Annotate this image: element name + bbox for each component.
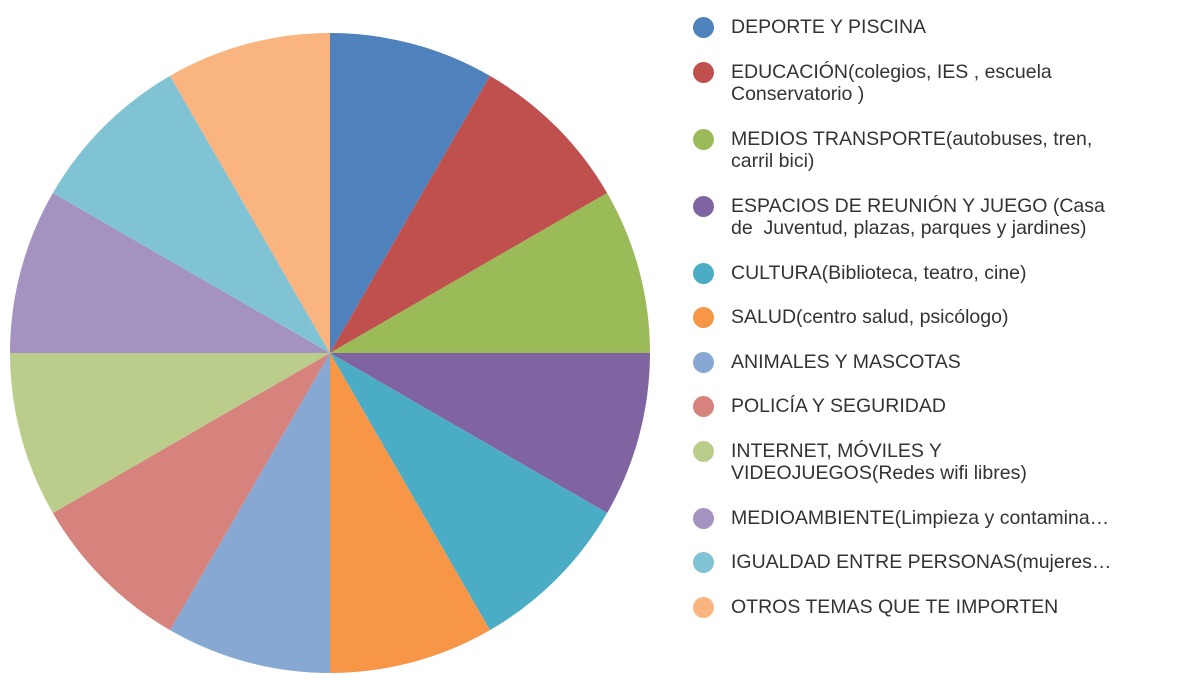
legend-item: DEPORTE Y PISCINA — [693, 16, 1111, 39]
legend-swatch — [693, 507, 714, 529]
legend-swatch — [693, 307, 714, 328]
legend-item: CULTURA(Biblioteca, teatro, cine) — [693, 262, 1111, 285]
legend-swatch — [693, 17, 714, 38]
pie-slice — [10, 193, 330, 353]
pie-slice — [330, 33, 490, 353]
pie-slice — [52, 75, 330, 353]
legend-swatch — [693, 396, 714, 417]
pie-slice — [170, 32, 330, 353]
legend-label: EDUCACIÓN(colegios, IES , escuela Conser… — [731, 60, 1052, 106]
legend-item: OTROS TEMAS QUE TE IMPORTEN — [693, 596, 1111, 619]
pie-slice — [52, 353, 330, 631]
legend-item: IGUALDAD ENTRE PERSONAS(mujeres… — [693, 551, 1111, 574]
pie-slice — [10, 353, 330, 513]
legend-label: CULTURA(Biblioteca, teatro, cine) — [731, 261, 1027, 284]
pie-slice — [330, 353, 608, 631]
legend-label: MEDIOAMBIENTE(Limpieza y contamina… — [731, 506, 1110, 529]
legend-swatch — [693, 440, 714, 462]
pie-slice — [330, 75, 608, 353]
legend-item: SALUD(centro salud, psicólogo) — [693, 306, 1111, 329]
legend-item: INTERNET, MÓVILES Y VIDEOJUEGOS(Redes wi… — [693, 440, 1111, 485]
chart — [10, 32, 650, 673]
pie-slice — [330, 353, 650, 513]
legend-swatch — [693, 262, 714, 284]
legend-item: ANIMALES Y MASCOTAS — [693, 351, 1111, 374]
legend-swatch — [693, 596, 714, 618]
legend-label: ESPACIOS DE REUNIÓN Y JUEGO (Casa de Juv… — [731, 194, 1105, 240]
pie-slice — [330, 353, 490, 673]
legend-item: ESPACIOS DE REUNIÓN Y JUEGO (Casa de Juv… — [693, 195, 1111, 240]
legend-swatch — [693, 195, 714, 217]
legend-label: MEDIOS TRANSPORTE(autobuses, tren, carri… — [731, 127, 1093, 173]
legend: DEPORTE Y PISCINA EDUCACIÓN(colegios, IES… — [693, 16, 1111, 618]
legend-item: EDUCACIÓN(colegios, IES , escuela Conser… — [693, 61, 1111, 106]
legend-label: OTROS TEMAS QUE TE IMPORTEN — [731, 595, 1059, 618]
legend-swatch — [693, 128, 714, 150]
legend-swatch — [693, 552, 714, 573]
legend-label: ANIMALES Y MASCOTAS — [731, 350, 961, 373]
legend-label: POLICÍA Y SEGURIDAD — [731, 395, 946, 417]
legend-item: MEDIOS TRANSPORTE(autobuses, tren, carri… — [693, 128, 1111, 173]
pie-slice — [330, 193, 650, 353]
legend-item: POLICÍA Y SEGURIDAD — [693, 395, 1111, 418]
pie-slice — [170, 353, 330, 673]
legend-item: MEDIOAMBIENTE(Limpieza y contamina… — [693, 507, 1111, 530]
legend-label: SALUD(centro salud, psicólogo) — [731, 306, 1009, 328]
legend-label: DEPORTE Y PISCINA — [731, 16, 927, 38]
legend-label: INTERNET, MÓVILES Y VIDEOJUEGOS(Redes wi… — [731, 439, 1027, 485]
legend-swatch — [693, 351, 714, 373]
legend-swatch — [693, 61, 714, 83]
legend-label: IGUALDAD ENTRE PERSONAS(mujeres… — [731, 551, 1112, 573]
